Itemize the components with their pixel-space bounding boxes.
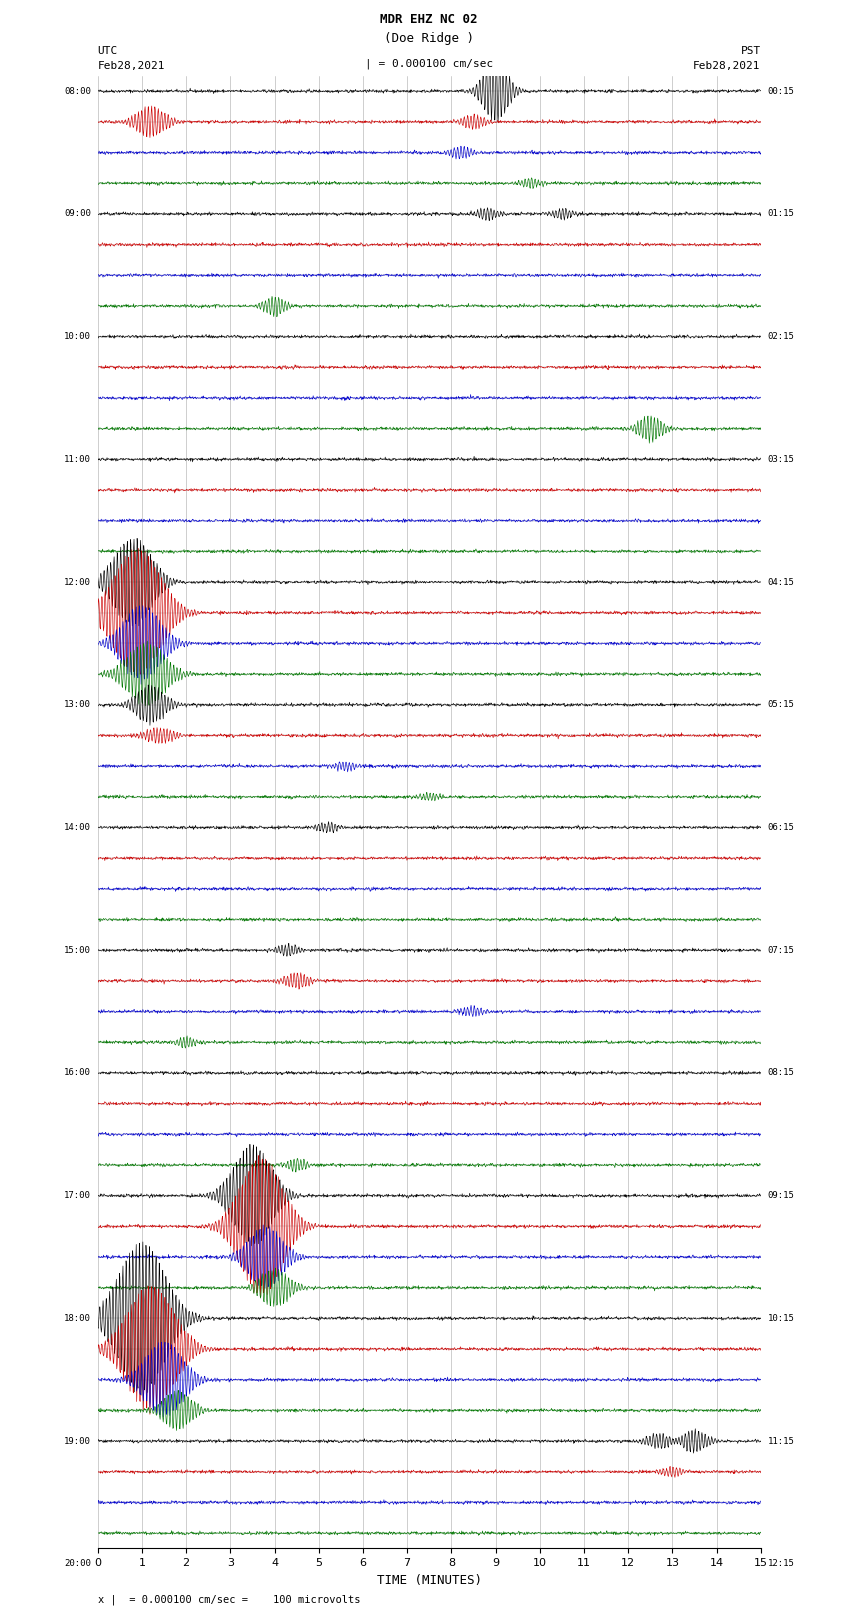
Text: 02:15: 02:15 xyxy=(768,332,794,340)
Text: 04:15: 04:15 xyxy=(768,577,794,587)
Text: MDR EHZ NC 02: MDR EHZ NC 02 xyxy=(381,13,478,26)
Text: 10:00: 10:00 xyxy=(65,332,91,340)
Text: 09:00: 09:00 xyxy=(65,210,91,218)
Text: 08:00: 08:00 xyxy=(65,87,91,95)
Text: 20:00: 20:00 xyxy=(65,1560,91,1568)
Text: 05:15: 05:15 xyxy=(768,700,794,710)
Text: 10:15: 10:15 xyxy=(768,1315,794,1323)
Text: 06:15: 06:15 xyxy=(768,823,794,832)
Text: 19:00: 19:00 xyxy=(65,1437,91,1445)
Text: 12:15: 12:15 xyxy=(768,1560,794,1568)
Text: UTC: UTC xyxy=(98,47,118,56)
Text: 11:15: 11:15 xyxy=(768,1437,794,1445)
Text: PST: PST xyxy=(740,47,761,56)
Text: 16:00: 16:00 xyxy=(65,1068,91,1077)
Text: Feb28,2021: Feb28,2021 xyxy=(694,61,761,71)
Text: (Doe Ridge ): (Doe Ridge ) xyxy=(384,32,474,45)
X-axis label: TIME (MINUTES): TIME (MINUTES) xyxy=(377,1574,482,1587)
Text: 15:00: 15:00 xyxy=(65,945,91,955)
Text: 00:15: 00:15 xyxy=(768,87,794,95)
Text: 11:00: 11:00 xyxy=(65,455,91,465)
Text: 12:00: 12:00 xyxy=(65,577,91,587)
Text: Feb28,2021: Feb28,2021 xyxy=(98,61,165,71)
Text: | = 0.000100 cm/sec: | = 0.000100 cm/sec xyxy=(366,58,493,69)
Text: x |  = 0.000100 cm/sec =    100 microvolts: x | = 0.000100 cm/sec = 100 microvolts xyxy=(98,1594,360,1605)
Text: 14:00: 14:00 xyxy=(65,823,91,832)
Text: 03:15: 03:15 xyxy=(768,455,794,465)
Text: 01:15: 01:15 xyxy=(768,210,794,218)
Text: 07:15: 07:15 xyxy=(768,945,794,955)
Text: 18:00: 18:00 xyxy=(65,1315,91,1323)
Text: 13:00: 13:00 xyxy=(65,700,91,710)
Text: 09:15: 09:15 xyxy=(768,1190,794,1200)
Text: 08:15: 08:15 xyxy=(768,1068,794,1077)
Text: 17:00: 17:00 xyxy=(65,1190,91,1200)
